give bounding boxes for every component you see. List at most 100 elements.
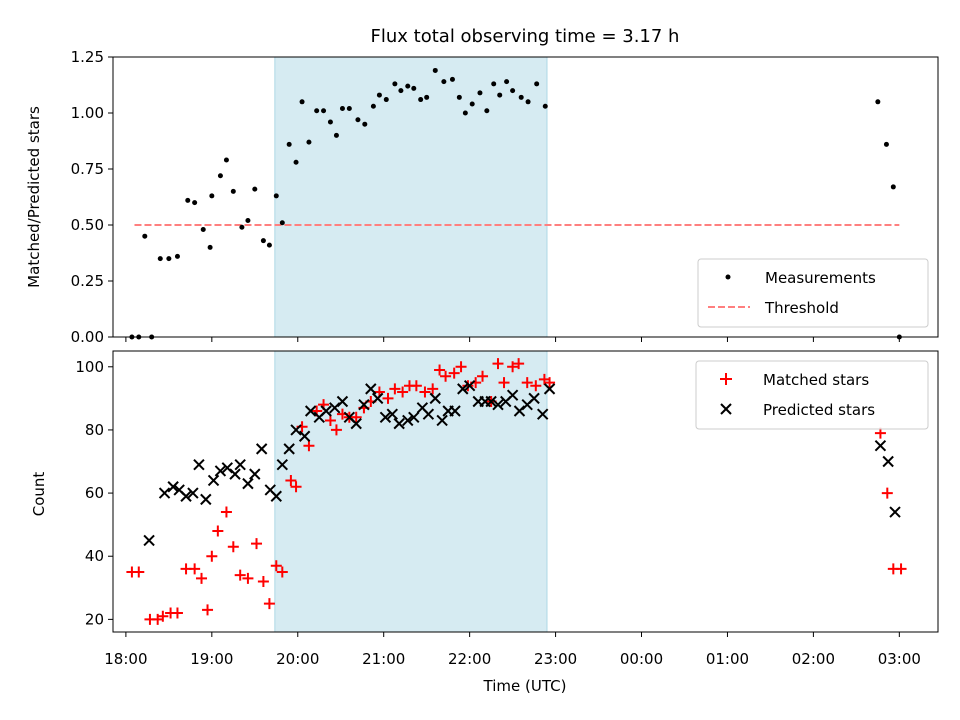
predicted-stars-point bbox=[379, 411, 392, 424]
predicted-stars-point bbox=[429, 392, 441, 405]
measurements-point bbox=[411, 85, 417, 91]
predicted-stars-point bbox=[242, 477, 254, 490]
legend-measurements-marker bbox=[725, 274, 731, 280]
measurements-point bbox=[383, 97, 389, 103]
matched-stars-point bbox=[270, 560, 282, 572]
measurements-point bbox=[192, 200, 198, 206]
measurements-point bbox=[362, 121, 368, 127]
predicted-stars-point bbox=[393, 417, 405, 430]
measurements-point bbox=[142, 233, 148, 239]
predicted-stars-point bbox=[229, 468, 241, 480]
ratio-legend-frame bbox=[697, 258, 929, 328]
matched-stars-point bbox=[462, 380, 474, 392]
measurements-point bbox=[200, 226, 206, 232]
measurements-point bbox=[370, 103, 376, 109]
measurements-point bbox=[355, 117, 361, 123]
predicted-stars-point bbox=[492, 398, 504, 411]
matched-stars-point bbox=[448, 367, 460, 379]
predicted-stars-point bbox=[320, 405, 332, 417]
predicted-stars-point bbox=[200, 493, 212, 506]
matched-stars-point bbox=[133, 566, 145, 578]
y-tick-label: 100 bbox=[75, 358, 104, 376]
predicted-stars-point bbox=[350, 417, 362, 430]
matched-stars-point bbox=[530, 380, 542, 392]
matched-stars-point bbox=[397, 386, 409, 398]
predicted-stars-point bbox=[463, 380, 476, 392]
matched-stars-point bbox=[257, 575, 269, 587]
measurements-point bbox=[525, 99, 531, 105]
predicted-stars-point bbox=[158, 487, 171, 499]
measurements-point bbox=[185, 197, 191, 203]
measurements-point bbox=[166, 256, 172, 262]
ratio-y-axis-label: Matched/Predicted stars bbox=[25, 106, 43, 288]
matched-stars-point bbox=[389, 383, 401, 395]
predicted-stars-point bbox=[889, 506, 901, 518]
legend-matched-marker bbox=[720, 373, 732, 385]
legend-predicted-label: Predicted stars bbox=[763, 401, 875, 419]
matched-stars-point bbox=[276, 566, 288, 578]
predicted-stars-point bbox=[270, 490, 282, 502]
measurements-point bbox=[245, 218, 251, 224]
measurements-point bbox=[266, 242, 272, 248]
y-tick-label: 0.25 bbox=[71, 272, 104, 290]
measurements-point bbox=[542, 103, 548, 109]
measurements-point bbox=[484, 108, 490, 114]
predicted-stars-point bbox=[143, 534, 155, 547]
matched-stars-point bbox=[521, 377, 533, 389]
y-tick-label: 0.50 bbox=[71, 216, 104, 234]
measurements-point bbox=[441, 79, 447, 85]
predicted-stars-point bbox=[193, 458, 205, 471]
measurements-point bbox=[462, 110, 468, 116]
predicted-stars-point bbox=[506, 389, 519, 401]
predicted-stars-point bbox=[422, 408, 435, 420]
measurements-point bbox=[405, 83, 411, 89]
x-tick-label: 20:00 bbox=[276, 650, 319, 668]
predicted-stars-point bbox=[449, 405, 461, 417]
x-tick-label: 23:00 bbox=[534, 650, 577, 668]
matched-stars-point bbox=[350, 411, 362, 423]
measurements-point bbox=[491, 81, 497, 87]
measurements-point bbox=[260, 238, 266, 244]
measurements-point bbox=[392, 81, 398, 87]
y-tick-label: 1.00 bbox=[71, 104, 104, 122]
predicted-stars-point bbox=[402, 414, 414, 427]
chart-title: Flux total observing time = 3.17 h bbox=[371, 26, 680, 47]
matched-stars-point bbox=[263, 598, 275, 610]
measurements-point bbox=[223, 157, 229, 163]
predicted-stars-point bbox=[386, 408, 399, 420]
x-tick-label: 03:00 bbox=[878, 650, 921, 668]
matched-stars-point bbox=[434, 364, 446, 376]
measurements-point bbox=[477, 90, 483, 96]
measurements-point bbox=[209, 193, 215, 199]
measurements-point bbox=[314, 108, 320, 114]
matched-stars-point bbox=[206, 550, 218, 562]
measurements-point bbox=[333, 132, 339, 138]
x-tick-label: 22:00 bbox=[448, 650, 491, 668]
measurements-point bbox=[418, 97, 424, 103]
measurements-point bbox=[875, 99, 881, 105]
measurements-point bbox=[230, 188, 236, 194]
measurements-point bbox=[327, 119, 333, 125]
matched-stars-point bbox=[196, 572, 208, 584]
measurements-point bbox=[376, 92, 382, 98]
measurements-point bbox=[207, 244, 213, 250]
measurements-point bbox=[518, 94, 524, 100]
measurements-point bbox=[497, 92, 503, 98]
predicted-stars-point bbox=[365, 383, 377, 395]
measurements-point bbox=[504, 79, 510, 85]
y-tick-label: 80 bbox=[85, 421, 104, 439]
predicted-stars-point bbox=[882, 455, 894, 468]
predicted-stars-point bbox=[536, 408, 549, 420]
matched-stars-point bbox=[285, 474, 297, 486]
matched-stars-point bbox=[171, 607, 183, 619]
matched-stars-point bbox=[324, 414, 336, 426]
matched-stars-point bbox=[492, 358, 504, 370]
measurements-point bbox=[510, 88, 516, 94]
observing-window-span-ratio bbox=[274, 56, 548, 338]
matched-stars-point bbox=[189, 563, 201, 575]
x-tick-label: 18:00 bbox=[104, 650, 147, 668]
predicted-stars-point bbox=[187, 487, 199, 499]
ratio-panel: 0.00 0.25 0.50 0.75 1.00 1.25 Measurements Th… bbox=[71, 48, 939, 346]
matched-stars-point bbox=[227, 541, 239, 553]
count-y-axis-label: Count bbox=[30, 472, 48, 517]
